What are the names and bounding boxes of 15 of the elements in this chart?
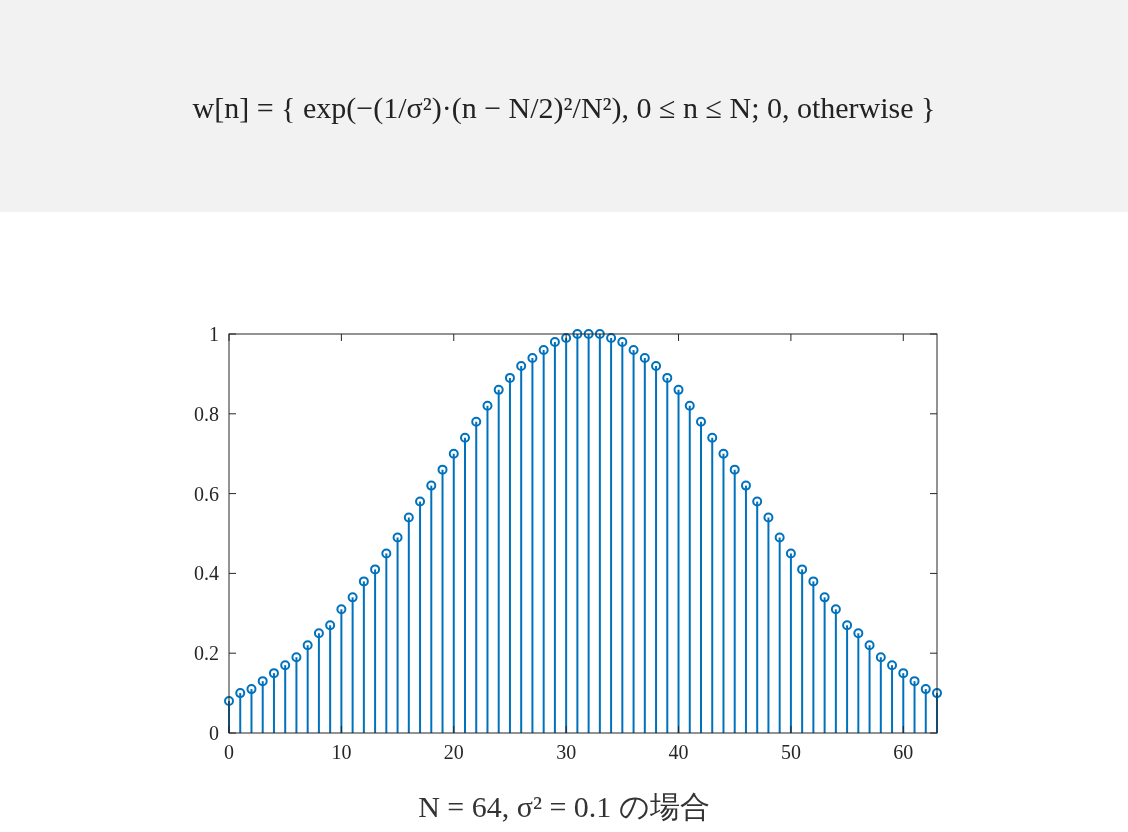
y-tick-label: 0.6 [194, 482, 219, 505]
x-tick-label: 40 [668, 741, 689, 763]
x-axis-title: N = 64, σ² = 0.1 の場合 [418, 790, 710, 823]
y-tick-label: 0 [209, 722, 219, 744]
y-tick-label: 0.8 [194, 402, 219, 425]
x-tick-label: 10 [331, 741, 352, 763]
x-tick-label: 30 [556, 741, 577, 763]
chart-title: w[n] = { exp(−(1/σ²)·(n − N/2)²/N²), 0 ≤ n ≤ N; 0, otherwise } [192, 91, 936, 125]
x-tick-label: 60 [893, 741, 914, 763]
y-tick-label: 0.2 [194, 642, 219, 665]
x-tick-label: 50 [780, 741, 801, 763]
x-tick-label: 0 [224, 741, 234, 763]
x-tick-label: 20 [443, 741, 464, 763]
y-tick-label: 0.4 [194, 562, 219, 585]
y-tick-label: 1 [209, 323, 219, 345]
